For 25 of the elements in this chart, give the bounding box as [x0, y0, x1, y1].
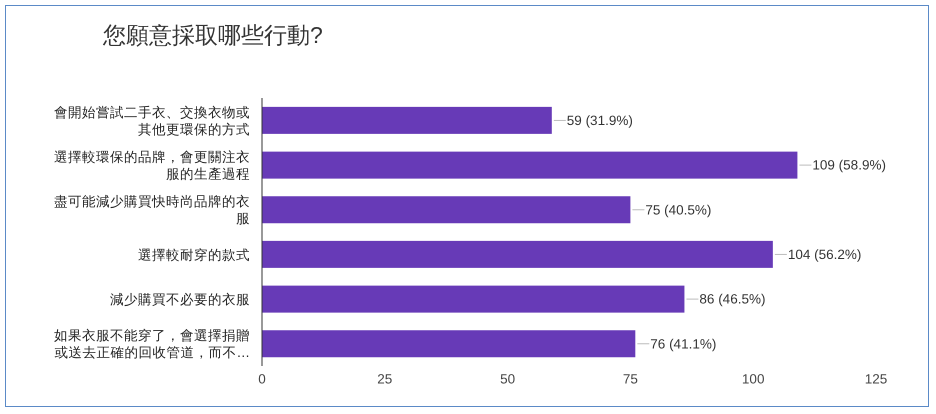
x-tick-label: 50: [500, 372, 516, 387]
x-tick-label: 100: [742, 372, 764, 387]
x-tick-label: 25: [377, 372, 392, 387]
bar: [262, 286, 684, 313]
y-tick-label: 會開始嘗試二手衣、交換衣物或其他更環保的方式: [54, 104, 250, 136]
data-label: 76 (41.1%): [650, 336, 716, 352]
y-tick-label: 選擇較環保的品牌，會更關注衣服的生產過程: [54, 149, 250, 181]
bar: [262, 196, 630, 224]
data-label: 109 (58.9%): [812, 158, 886, 173]
data-label: 75 (40.5%): [645, 202, 712, 218]
y-tick-label: 減少購買不必要的衣服: [110, 292, 250, 306]
y-tick-label: 選擇較耐穿的款式: [138, 246, 250, 262]
y-tick-label: 盡可能減少購買快時尚品牌的衣服: [54, 194, 250, 226]
x-tick-label: 0: [258, 372, 266, 387]
data-label: 104 (56.2%): [788, 246, 862, 262]
bar: [262, 152, 798, 179]
bar: [262, 106, 552, 134]
data-label: 86 (46.5%): [699, 292, 766, 307]
bar: [262, 240, 773, 268]
y-tick-label: 如果衣服不能穿了，會選擇捐贈或送去正確的回收管道，而不…: [54, 328, 250, 360]
chart-title: 您願意採取哪些行動?: [103, 21, 323, 50]
x-tick-label: 75: [622, 372, 638, 387]
bar: [262, 330, 636, 358]
x-tick-label: 125: [864, 372, 888, 387]
data-label: 59 (31.9%): [566, 112, 633, 128]
